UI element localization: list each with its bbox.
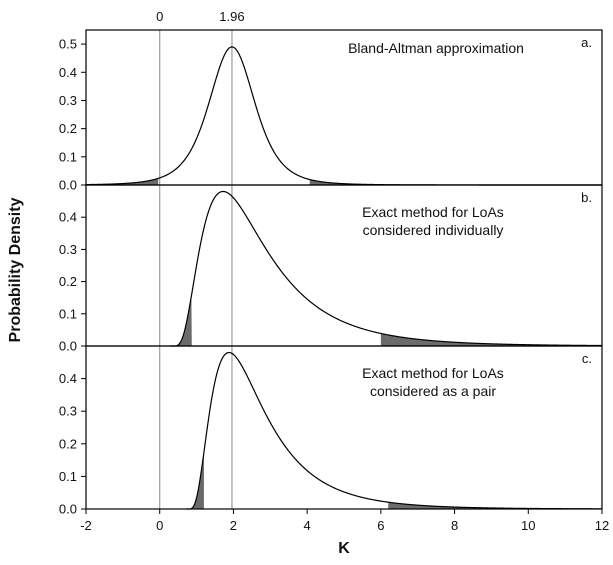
x-tick-label: 12 (595, 518, 609, 533)
shaded-tail-1 (86, 178, 159, 185)
y-tick-label: 0.0 (59, 339, 77, 354)
y-tick-label: 0.4 (59, 371, 77, 386)
chart-panels: 0.0 0.1 0.2 0.3 0.4 0.5 a. Bland-Altman approxi… (59, 29, 603, 517)
y-tick-label: 0.2 (59, 121, 77, 136)
panel-2: 0.0 0.1 0.2 0.3 0.4 b. Exact method for LoAs co… (59, 184, 603, 354)
x-tick-label: 2 (230, 518, 237, 533)
panel-letter: a. (581, 35, 592, 50)
panel-title-line: considered individually (363, 222, 504, 238)
shaded-tail-2 (388, 502, 602, 509)
y-tick-label: 0.4 (59, 65, 77, 80)
y-tick-label: 0.1 (59, 469, 77, 484)
x-tick-label: 8 (451, 518, 458, 533)
y-tick-label: 0.5 (59, 37, 77, 52)
y-tick-label: 0.0 (59, 502, 77, 517)
x-tick-label: 6 (377, 518, 384, 533)
y-tick-label: 0.3 (59, 404, 77, 419)
shaded-tail-1 (170, 295, 192, 346)
y-tick-label: 0.0 (59, 178, 77, 193)
y-tick-label: 0.4 (59, 210, 77, 225)
reference-label-1.96: 1.96 (219, 9, 244, 24)
panel-1: 0.0 0.1 0.2 0.3 0.4 0.5 a. Bland-Altman approxi… (59, 29, 603, 193)
x-axis-title: K (338, 540, 350, 557)
panel-title-line: Bland-Altman approximation (348, 40, 524, 56)
panel-title-line: Exact method for LoAs (362, 365, 504, 381)
panel-letter: b. (581, 190, 592, 205)
shared-x-axis: 0 1.96 -2 0 2 4 6 8 10 12 (80, 9, 609, 533)
density-curve (85, 46, 602, 186)
y-tick-label: 0.1 (59, 306, 77, 321)
x-tick-label: 10 (521, 518, 535, 533)
x-tick-label: 4 (304, 518, 311, 533)
y-tick-label: 0.3 (59, 93, 77, 108)
reference-label-0: 0 (156, 9, 163, 24)
panel-3: 0.0 0.1 0.2 0.3 0.4 c. Exact method for LoAs co… (59, 345, 603, 517)
panel-frame (85, 29, 603, 186)
y-tick-label: 0.2 (59, 274, 77, 289)
x-tick-label: -2 (80, 518, 92, 533)
panel-title-line: considered as a pair (370, 383, 496, 399)
panel-frame (85, 345, 603, 510)
shaded-tail-1 (186, 452, 204, 509)
panel-letter: c. (582, 351, 592, 366)
density-curve (170, 190, 603, 347)
shaded-tail-2 (380, 333, 602, 346)
y-tick-label: 0.2 (59, 436, 77, 451)
y-axis-title: Probability Density (7, 197, 24, 342)
y-tick-label: 0.1 (59, 149, 77, 164)
x-tick-label: 0 (156, 518, 163, 533)
y-tick-label: 0.3 (59, 242, 77, 257)
panel-title-line: Exact method for LoAs (362, 204, 504, 220)
